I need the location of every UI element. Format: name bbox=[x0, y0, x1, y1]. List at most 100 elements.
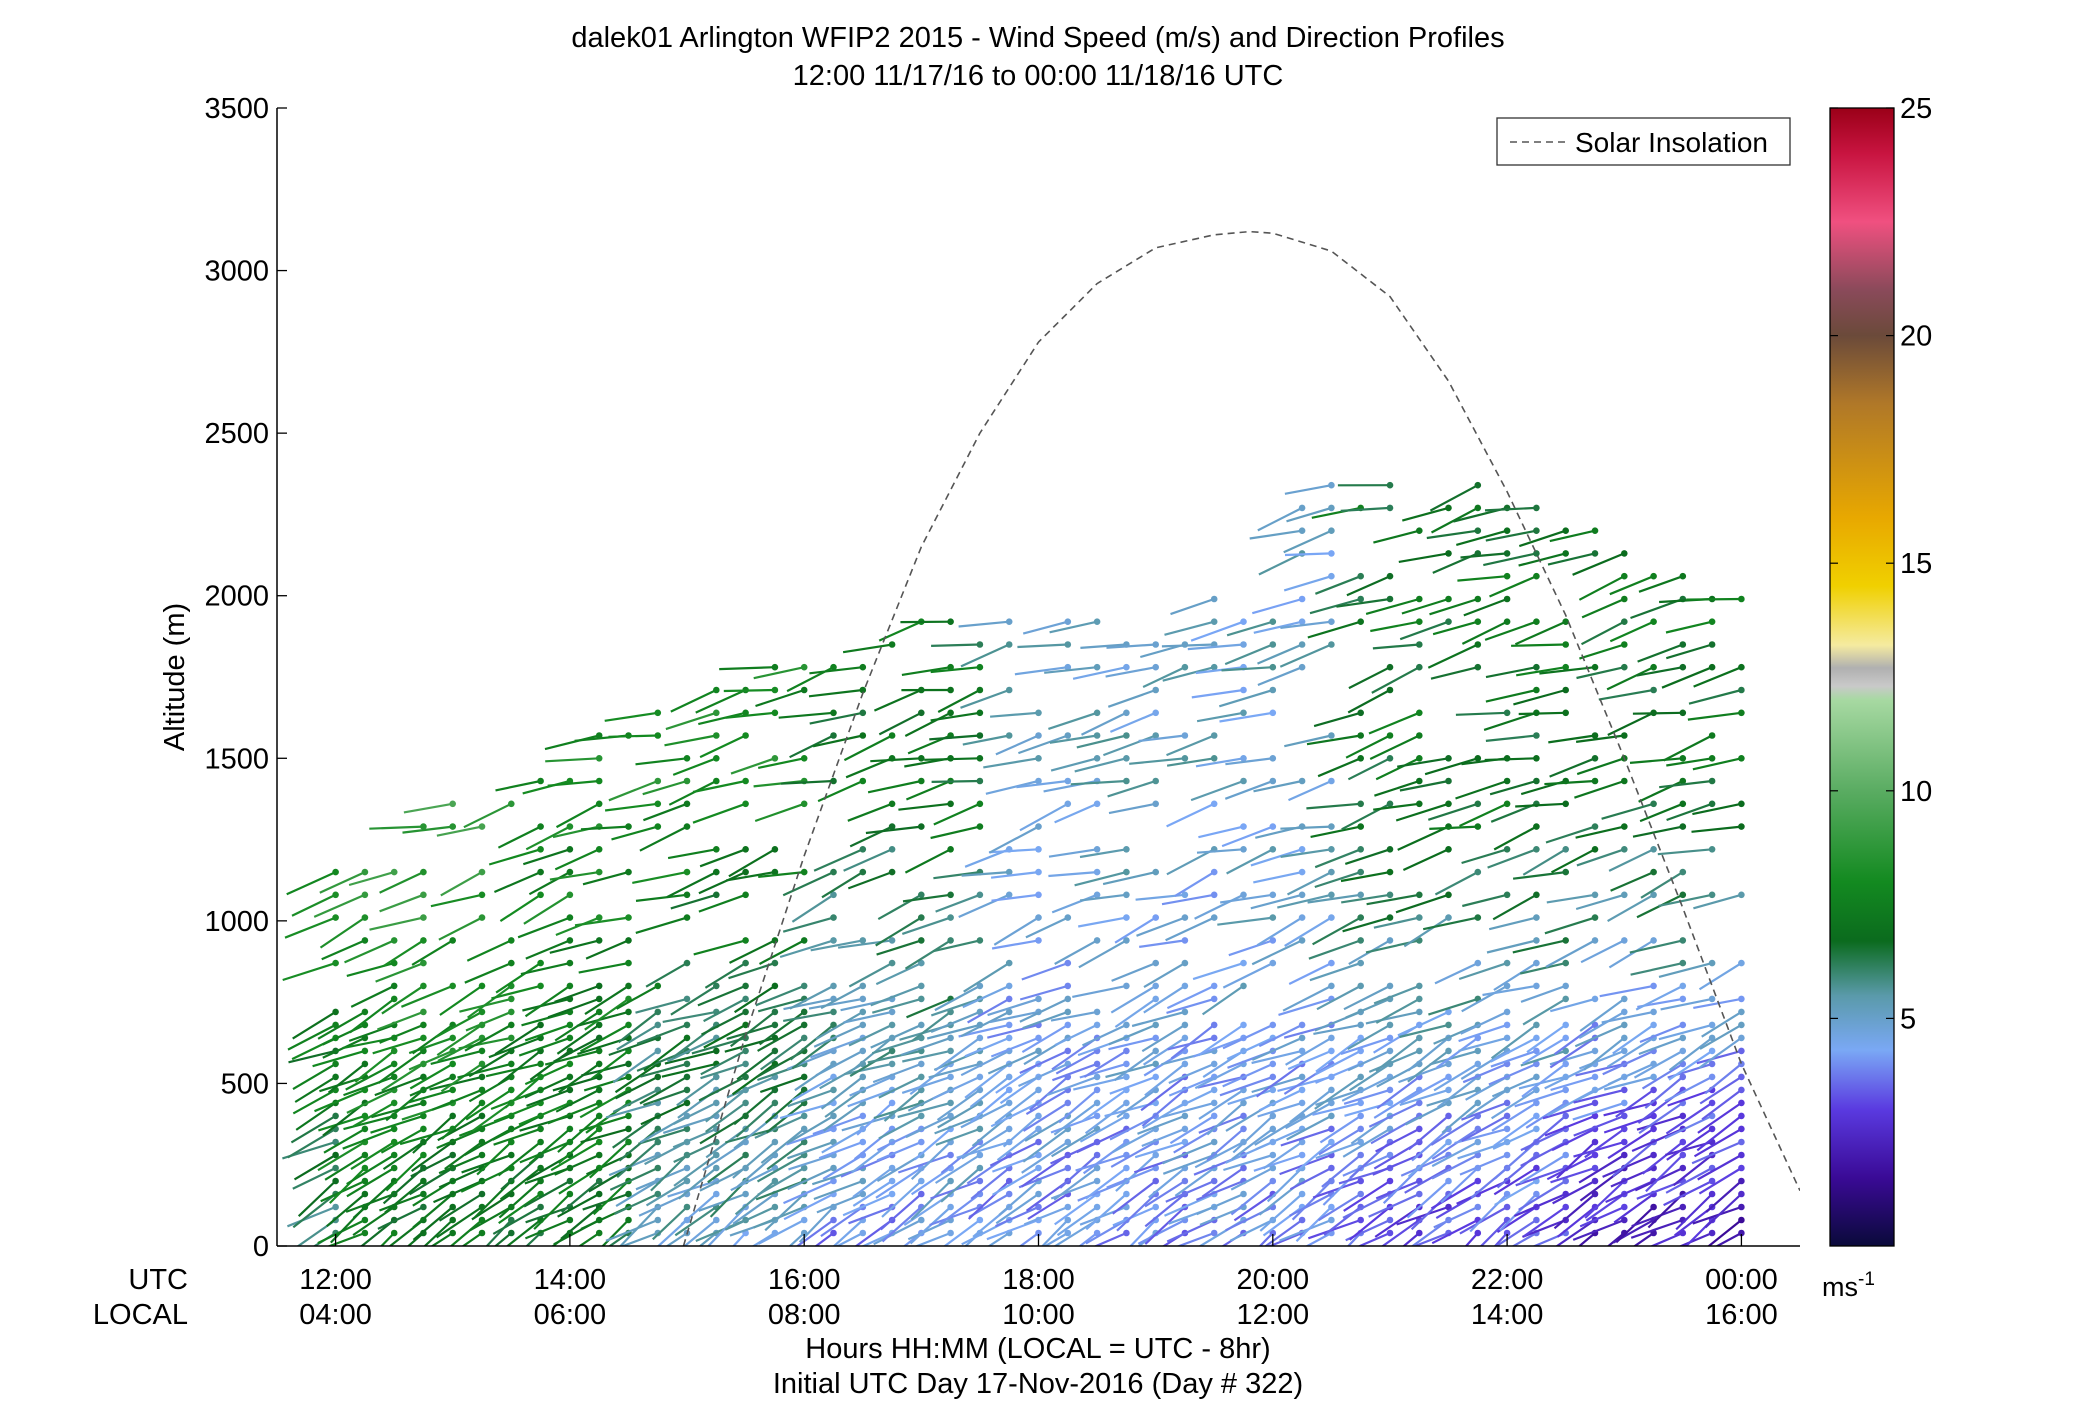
wind-barb-dot bbox=[683, 777, 691, 785]
wind-barb-dot bbox=[1210, 1060, 1218, 1068]
wind-barb-dot bbox=[1152, 709, 1159, 717]
wind-barb-shaft bbox=[1221, 666, 1273, 672]
wind-barb-dot bbox=[1093, 1112, 1101, 1120]
wind-barb-dot bbox=[1093, 663, 1101, 671]
wind-barb-shaft bbox=[990, 1101, 1039, 1128]
wind-barb-dot bbox=[947, 686, 954, 694]
wind-barb-dot bbox=[1064, 1164, 1072, 1172]
wind-barb-shaft bbox=[604, 711, 658, 722]
wind-barb-dot bbox=[976, 800, 984, 808]
wind-barb-dot bbox=[566, 1216, 574, 1224]
y-tick-label: 1500 bbox=[204, 743, 269, 775]
wind-barb-shaft bbox=[1346, 1232, 1362, 1246]
wind-barb-dot bbox=[1328, 1216, 1335, 1224]
wind-barb-shaft bbox=[468, 1049, 512, 1078]
wind-barb-shaft bbox=[795, 1219, 835, 1246]
wind-barb-shaft bbox=[379, 1192, 424, 1212]
wind-barb-dot bbox=[595, 1021, 603, 1029]
wind-barb-dot bbox=[1181, 937, 1189, 944]
wind-barb-shaft bbox=[1164, 620, 1215, 636]
wind-barb-dot bbox=[1357, 1073, 1364, 1081]
wind-barb-shaft bbox=[1546, 893, 1596, 904]
wind-barb-dot bbox=[332, 1060, 339, 1068]
wind-barb-shaft bbox=[1489, 575, 1537, 598]
wind-barb-shaft bbox=[787, 1140, 834, 1160]
wind-barb-shaft bbox=[1638, 1101, 1684, 1135]
wind-barb-dot bbox=[771, 686, 779, 694]
wind-barb-dot bbox=[595, 1047, 603, 1055]
wind-barb-shaft bbox=[1404, 1167, 1450, 1194]
wind-barb-shaft bbox=[618, 1128, 659, 1162]
wind-barb-shaft bbox=[674, 1206, 717, 1237]
wind-barb-dot bbox=[1064, 1047, 1072, 1055]
wind-barb-shaft bbox=[928, 1062, 981, 1079]
wind-barb-dot bbox=[537, 982, 544, 990]
wind-barb-dot bbox=[1328, 777, 1335, 785]
wind-barb-dot bbox=[1064, 618, 1072, 625]
wind-barb-dot bbox=[566, 1125, 574, 1133]
wind-barb-shaft bbox=[665, 711, 717, 731]
wind-barb-shaft bbox=[990, 871, 1039, 879]
wind-barb-dot bbox=[1533, 959, 1540, 967]
wind-barb-shaft bbox=[733, 984, 776, 1014]
wind-barb-dot bbox=[1738, 1060, 1745, 1068]
wind-barb-dot bbox=[1357, 982, 1364, 990]
wind-barb-shaft bbox=[753, 666, 805, 680]
wind-barb-shaft bbox=[1141, 1089, 1186, 1127]
wind-barb-shaft bbox=[1701, 1010, 1742, 1038]
wind-barb-shaft bbox=[1663, 734, 1713, 762]
wind-barb-shaft bbox=[1168, 1075, 1215, 1097]
wind-barb-shaft bbox=[1398, 552, 1449, 563]
y-tick-label: 3000 bbox=[204, 256, 269, 288]
wind-barb-dot bbox=[449, 982, 457, 990]
wind-barb-dot bbox=[742, 995, 749, 1003]
wind-barb-shaft bbox=[1078, 1232, 1098, 1246]
wind-barb-shaft bbox=[693, 939, 746, 956]
wind-barb-dot bbox=[918, 1190, 925, 1198]
wind-barb-dot bbox=[1708, 777, 1716, 785]
wind-barb-dot bbox=[1386, 891, 1394, 899]
x-tick-label-utc: 00:00 bbox=[1705, 1264, 1778, 1296]
wind-barb-dot bbox=[1328, 550, 1335, 557]
wind-barb-shaft bbox=[1406, 1180, 1450, 1219]
wind-barb-shaft bbox=[1515, 802, 1566, 808]
wind-barb-dot bbox=[1269, 1021, 1277, 1029]
wind-barb-dot bbox=[390, 1060, 398, 1068]
wind-barb-dot bbox=[1445, 550, 1452, 557]
wind-barb-dot bbox=[1328, 618, 1335, 625]
wind-barb-shaft bbox=[1482, 984, 1537, 997]
wind-barb-dot bbox=[1416, 595, 1423, 603]
wind-barb-shaft bbox=[934, 984, 981, 1012]
wind-barb-shaft bbox=[326, 1193, 366, 1228]
wind-barb-shaft bbox=[812, 734, 864, 748]
wind-barb-dot bbox=[1240, 1190, 1247, 1198]
wind-barb-shaft bbox=[526, 1088, 571, 1107]
wind-barb-shaft bbox=[1631, 1205, 1684, 1228]
wind-barb-dot bbox=[918, 755, 925, 762]
wind-barb-dot bbox=[1181, 1138, 1189, 1146]
wind-barb-dot bbox=[537, 1060, 544, 1068]
wind-barb-shaft bbox=[1398, 1062, 1449, 1084]
wind-barb-dot bbox=[888, 937, 896, 944]
wind-barb-dot bbox=[771, 1099, 779, 1107]
wind-barb-shaft bbox=[1479, 1219, 1508, 1246]
wind-barb-dot bbox=[918, 982, 925, 990]
wind-barb-dot bbox=[1298, 1190, 1306, 1198]
wind-barb-dot bbox=[1591, 937, 1599, 944]
wind-barb-shaft bbox=[1461, 1114, 1508, 1143]
wind-barb-shaft bbox=[1340, 871, 1391, 883]
wind-barb-shaft bbox=[913, 1128, 952, 1161]
wind-barb-shaft bbox=[1019, 802, 1069, 832]
wind-barb-dot bbox=[595, 1138, 603, 1146]
wind-barb-dot bbox=[1181, 755, 1189, 762]
wind-barb-dot bbox=[742, 891, 749, 899]
wind-barb-shaft bbox=[412, 1115, 454, 1154]
wind-barb-dot bbox=[478, 1190, 486, 1198]
wind-barb-shaft bbox=[1227, 1088, 1274, 1106]
wind-barb-dot bbox=[830, 732, 837, 739]
wind-barb-shaft bbox=[1403, 916, 1450, 948]
wind-barb-shaft bbox=[1166, 802, 1215, 828]
wind-barb-dot bbox=[1474, 755, 1482, 762]
wind-barb-shaft bbox=[699, 734, 747, 759]
wind-barb-shaft bbox=[730, 1011, 776, 1048]
